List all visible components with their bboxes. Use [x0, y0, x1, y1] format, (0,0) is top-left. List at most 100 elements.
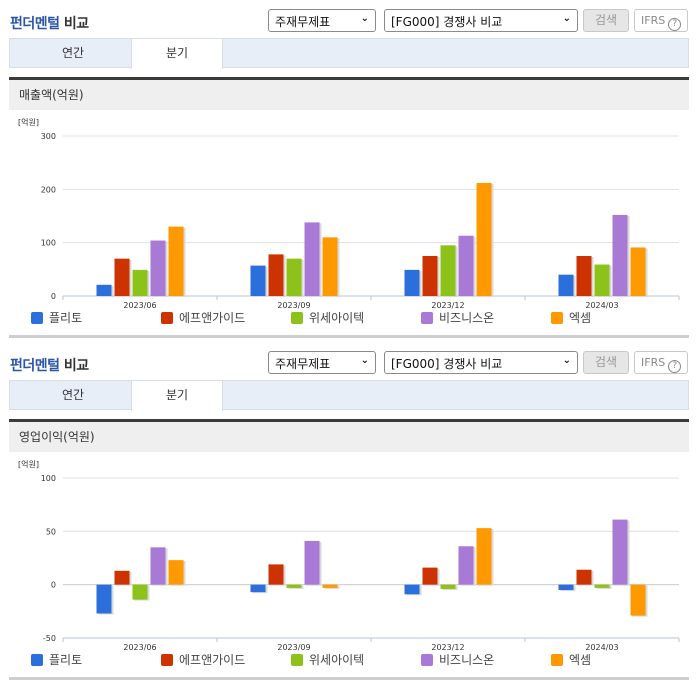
tab-quarterly[interactable]: 분기 — [131, 39, 223, 69]
legend-swatch-icon — [31, 654, 43, 666]
bar[interactable] — [422, 256, 438, 296]
bar[interactable] — [132, 269, 148, 296]
bar[interactable] — [630, 584, 646, 616]
legend-label: 비즈니스온 — [439, 653, 495, 667]
bar[interactable] — [612, 519, 628, 585]
bar[interactable] — [476, 528, 492, 585]
legend-label: 비즈니스온 — [439, 311, 495, 325]
x-tick-label: 2023/09 — [277, 301, 310, 310]
chevron-down-icon: ⌄ — [562, 355, 571, 366]
bar[interactable] — [132, 584, 148, 600]
y-tick-label: 0 — [51, 292, 56, 301]
legend-swatch-icon — [31, 312, 43, 324]
bar[interactable] — [96, 584, 112, 614]
bar[interactable] — [576, 256, 592, 296]
bar[interactable] — [286, 584, 302, 588]
legend-swatch-icon — [291, 312, 303, 324]
x-tick-label: 2023/09 — [277, 643, 310, 652]
tab-annual[interactable]: 연간 — [61, 388, 85, 402]
bar[interactable] — [440, 245, 456, 296]
ifrs-button[interactable]: IFRS? — [634, 351, 688, 374]
bar[interactable] — [558, 584, 574, 590]
x-tick-label: 2023/12 — [431, 643, 464, 652]
chevron-down-icon: ⌄ — [562, 13, 571, 24]
bar[interactable] — [612, 214, 628, 296]
bar[interactable] — [114, 258, 130, 296]
legend-item[interactable]: 비즈니스온 — [421, 652, 494, 668]
bar[interactable] — [630, 247, 646, 296]
divider — [9, 677, 689, 680]
x-tick-label: 2023/06 — [123, 301, 156, 310]
bar[interactable] — [594, 584, 610, 588]
bar[interactable] — [576, 569, 592, 585]
y-unit-label: [억원] — [18, 459, 39, 469]
bar[interactable] — [304, 540, 320, 585]
bar[interactable] — [558, 274, 574, 296]
legend-item[interactable]: 위세아이텍 — [291, 310, 364, 326]
bar[interactable] — [114, 570, 130, 585]
revenue-bar-chart: [억원] 0 100 200 300 2023/06 2023/09 2023/12 2024/… — [18, 117, 680, 310]
legend-item[interactable]: 비즈니스온 — [421, 310, 494, 326]
legend-item[interactable]: 엑셈 — [551, 652, 591, 668]
legend-item[interactable]: 플리토 — [31, 652, 82, 668]
bar[interactable] — [440, 584, 456, 589]
ifrs-button[interactable]: IFRS? — [634, 9, 688, 32]
y-tick-label: 0 — [51, 581, 56, 590]
bar[interactable] — [458, 235, 474, 296]
bar[interactable] — [322, 237, 338, 296]
y-tick-label: 300 — [41, 132, 56, 141]
legend-item[interactable]: 에프앤가이드 — [161, 652, 245, 668]
chevron-down-icon: ⌄ — [360, 355, 369, 366]
y-tick-label: 100 — [41, 239, 56, 248]
bar[interactable] — [150, 547, 166, 585]
search-button[interactable]: 검색 — [583, 9, 629, 32]
bar[interactable] — [422, 567, 438, 585]
bar[interactable] — [476, 182, 492, 296]
legend-label: 플리토 — [49, 653, 83, 667]
bar[interactable] — [268, 564, 284, 585]
divider — [9, 335, 689, 338]
report-type-select[interactable]: 주재무제표 ⌄ — [268, 9, 376, 32]
report-type-select[interactable]: 주재무제표 ⌄ — [268, 351, 376, 374]
bar[interactable] — [458, 546, 474, 585]
bar[interactable] — [404, 584, 420, 595]
bar[interactable] — [150, 240, 166, 296]
y-tick-label: 200 — [41, 185, 56, 194]
legend-label: 에프앤가이드 — [179, 653, 246, 667]
legend-item[interactable]: 엑셈 — [551, 310, 591, 326]
legend-swatch-icon — [161, 654, 173, 666]
x-tick-label: 2024/03 — [585, 643, 618, 652]
legend-item[interactable]: 플리토 — [31, 310, 82, 326]
bar[interactable] — [404, 269, 420, 296]
period-tabs: 연간 분기 — [9, 38, 689, 69]
legend-label: 플리토 — [49, 311, 83, 325]
bar[interactable] — [286, 258, 302, 296]
legend-swatch-icon — [551, 654, 563, 666]
bar[interactable] — [594, 264, 610, 296]
revenue-chart: [억원] 0 100 200 300 2023/06 2023/09 2023/12 2024/… — [9, 110, 689, 335]
bar[interactable] — [168, 560, 184, 585]
y-tick-label: 50 — [46, 527, 56, 536]
legend-item[interactable]: 위세아이텍 — [291, 652, 364, 668]
bar[interactable] — [168, 226, 184, 296]
bar[interactable] — [250, 584, 266, 593]
period-tabs: 연간 분기 — [9, 380, 689, 411]
tab-quarterly[interactable]: 분기 — [131, 381, 223, 411]
legend-swatch-icon — [421, 654, 433, 666]
legend-swatch-icon — [161, 312, 173, 324]
compare-group-select[interactable]: [FG000] 경쟁사 비교 ⌄ — [384, 9, 578, 32]
operating-profit-bar-chart: [억원] -50 0 50 100 2023/06 2023/09 2023/12 2024/0… — [18, 459, 680, 652]
bar[interactable] — [304, 222, 320, 296]
tab-annual[interactable]: 연간 — [61, 46, 85, 60]
legend-item[interactable]: 에프앤가이드 — [161, 310, 245, 326]
bar[interactable] — [322, 584, 338, 588]
chart-legend: 플리토 에프앤가이드 위세아이텍 비즈니스온 엑셈 — [9, 310, 689, 328]
legend-swatch-icon — [291, 654, 303, 666]
help-icon: ? — [668, 360, 682, 373]
section-header: 펀더멘털 비교 주재무제표 ⌄ [FG000] 경쟁사 비교 ⌄ 검색 IFRS… — [0, 0, 696, 36]
compare-group-select[interactable]: [FG000] 경쟁사 비교 ⌄ — [384, 351, 578, 374]
bar[interactable] — [96, 284, 112, 296]
bar[interactable] — [250, 265, 266, 296]
search-button[interactable]: 검색 — [583, 351, 629, 374]
bar[interactable] — [268, 254, 284, 296]
